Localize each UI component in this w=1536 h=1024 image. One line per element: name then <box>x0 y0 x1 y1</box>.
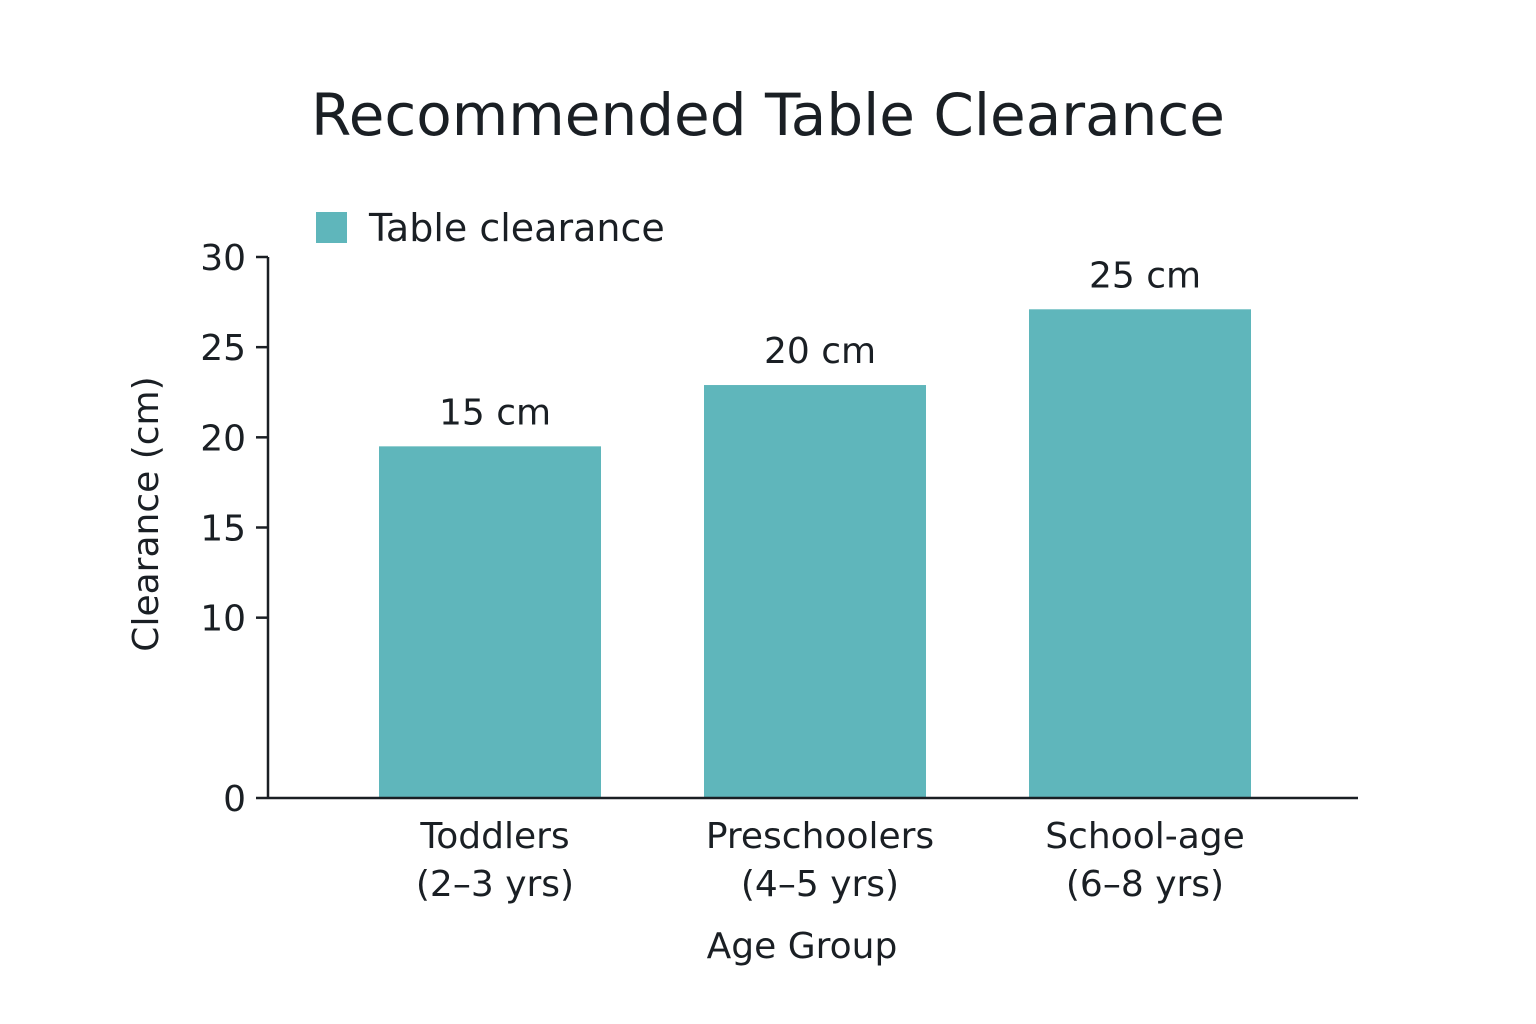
category-label: Toddlers <box>419 816 569 857</box>
bar <box>379 446 601 798</box>
y-tick-label: 25 <box>200 328 246 369</box>
y-tick-label: 20 <box>200 418 246 459</box>
y-tick-label: 15 <box>200 509 246 550</box>
category-sublabel: (6–8 yrs) <box>1066 864 1224 905</box>
legend: Table clearance <box>316 206 665 250</box>
data-labels: 15 cm 20 cm 25 cm <box>439 255 1201 433</box>
legend-label: Table clearance <box>368 206 665 250</box>
chart-title: Recommended Table Clearance <box>311 81 1225 149</box>
x-axis-title: Age Group <box>707 926 898 967</box>
category-sublabel: (2–3 yrs) <box>416 864 574 905</box>
legend-swatch <box>316 212 347 243</box>
bars <box>379 309 1251 798</box>
y-tick-label: 10 <box>200 599 246 640</box>
bar-data-label: 25 cm <box>1089 255 1201 296</box>
bar <box>704 385 926 798</box>
y-tick-label: 0 <box>223 779 246 820</box>
y-axis-ticks: 0 10 15 20 25 30 <box>200 238 268 820</box>
category-sublabel: (4–5 yrs) <box>741 864 899 905</box>
y-axis-title: Clearance (cm) <box>126 376 167 651</box>
y-tick-label: 30 <box>200 238 246 279</box>
category-label: Preschoolers <box>706 816 934 857</box>
bar <box>1029 309 1251 798</box>
x-axis-labels: Toddlers (2–3 yrs) Preschoolers (4–5 yrs) Sc… <box>416 816 1245 905</box>
category-label: School-age <box>1045 816 1245 857</box>
bar-data-label: 20 cm <box>764 331 876 372</box>
bar-data-label: 15 cm <box>439 392 551 433</box>
